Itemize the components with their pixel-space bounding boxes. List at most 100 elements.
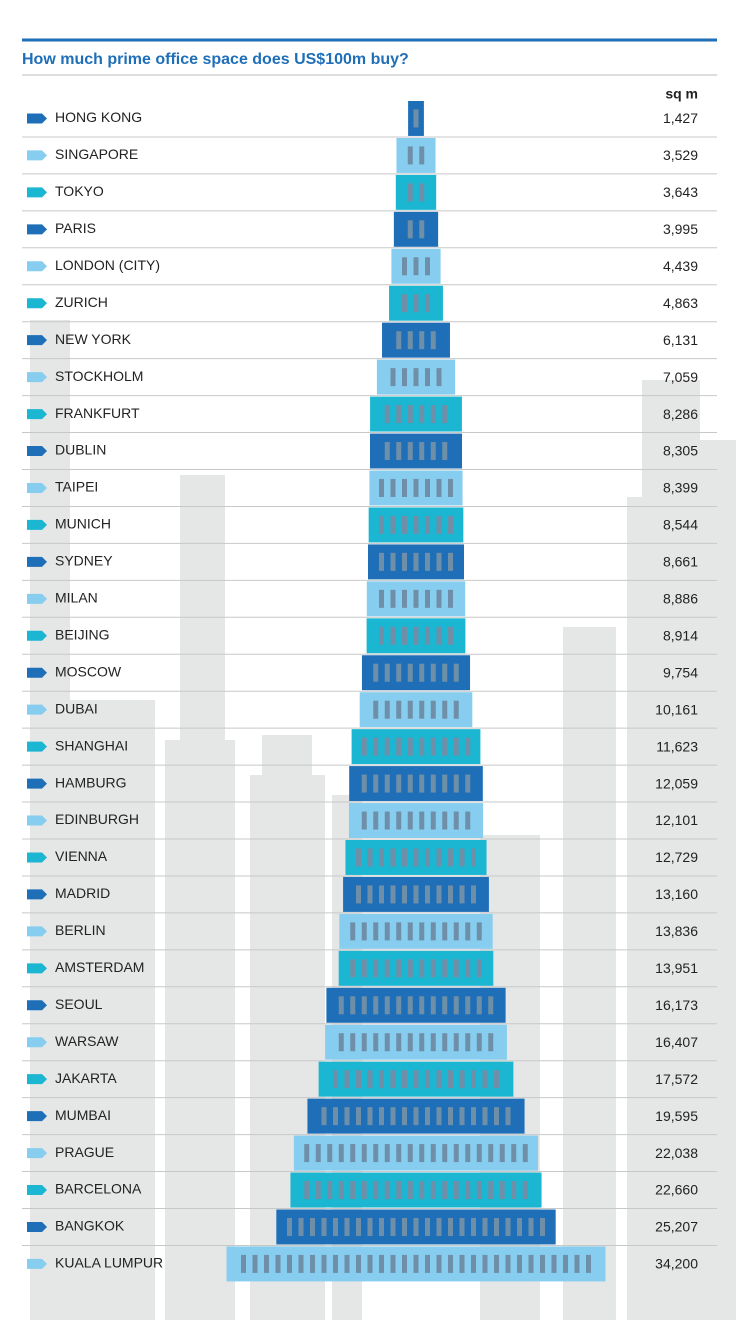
value-label: 16,407 (655, 1034, 698, 1050)
window (407, 774, 413, 793)
window (327, 1181, 333, 1200)
row-marker (27, 630, 47, 641)
row-marker (27, 224, 47, 235)
window (396, 1144, 402, 1163)
window (361, 1033, 367, 1052)
window (384, 737, 390, 756)
window (448, 552, 453, 571)
window (540, 1254, 545, 1273)
window (430, 1144, 436, 1163)
category-label: MUMBAI (55, 1107, 111, 1123)
window (540, 1217, 545, 1236)
window (425, 1217, 430, 1236)
window (396, 1033, 402, 1052)
value-label: 8,914 (663, 627, 698, 643)
window (430, 442, 436, 461)
window (465, 774, 471, 793)
window (442, 1033, 448, 1052)
window (367, 1254, 373, 1273)
window (442, 737, 448, 756)
window (465, 1033, 471, 1052)
window (425, 368, 430, 387)
category-label: JAKARTA (55, 1070, 117, 1086)
bar (290, 1172, 542, 1208)
window (321, 1217, 327, 1236)
window (344, 1217, 350, 1236)
window (430, 405, 436, 424)
window (419, 922, 425, 941)
window (407, 220, 413, 239)
window (442, 1144, 448, 1163)
window (338, 1181, 344, 1200)
bar (359, 692, 473, 728)
window (338, 1033, 344, 1052)
window (402, 294, 407, 313)
window (430, 331, 436, 350)
window (488, 996, 494, 1015)
window (384, 405, 390, 424)
window (361, 996, 367, 1015)
window (298, 1254, 304, 1273)
window (453, 996, 459, 1015)
window (413, 294, 419, 313)
window (413, 368, 419, 387)
window (419, 811, 425, 830)
window (448, 589, 453, 608)
window (436, 589, 442, 608)
window (430, 774, 436, 793)
window (499, 1181, 505, 1200)
window (379, 552, 384, 571)
window (459, 1217, 465, 1236)
row-marker (27, 593, 47, 604)
window (333, 1107, 338, 1126)
row-marker (27, 778, 47, 789)
window (505, 1217, 511, 1236)
window (476, 959, 482, 978)
window (488, 1144, 494, 1163)
window (413, 848, 419, 867)
category-label: WARSAW (55, 1033, 119, 1049)
window (453, 811, 459, 830)
category-label: BERLIN (55, 922, 106, 938)
window (448, 885, 453, 904)
window (390, 1217, 396, 1236)
window (373, 959, 379, 978)
window (425, 478, 430, 497)
row-marker (27, 1074, 47, 1085)
window (315, 1144, 321, 1163)
value-label: 3,995 (663, 221, 698, 237)
window (384, 959, 390, 978)
window (338, 1144, 344, 1163)
window (453, 774, 459, 793)
window (407, 405, 413, 424)
window (396, 405, 402, 424)
window (390, 1254, 396, 1273)
row-marker (27, 482, 47, 493)
window (471, 1254, 476, 1273)
window (252, 1254, 258, 1273)
row-marker (27, 1111, 47, 1122)
window (407, 183, 413, 202)
category-label: FRANKFURT (55, 405, 140, 421)
window (574, 1254, 580, 1273)
window (442, 959, 448, 978)
row-marker (27, 963, 47, 974)
window (402, 626, 407, 645)
category-label: MILAN (55, 590, 98, 606)
window (373, 700, 379, 719)
window (304, 1144, 310, 1163)
row-marker (27, 889, 47, 900)
window (264, 1254, 269, 1273)
window (419, 996, 425, 1015)
row-marker (27, 150, 47, 161)
window (407, 1181, 413, 1200)
bar (351, 729, 481, 765)
window (315, 1181, 321, 1200)
window (505, 1254, 511, 1273)
window (465, 959, 471, 978)
window (419, 1144, 425, 1163)
window (350, 1033, 356, 1052)
category-label: MUNICH (55, 516, 111, 532)
window (442, 663, 448, 682)
window (310, 1254, 315, 1273)
